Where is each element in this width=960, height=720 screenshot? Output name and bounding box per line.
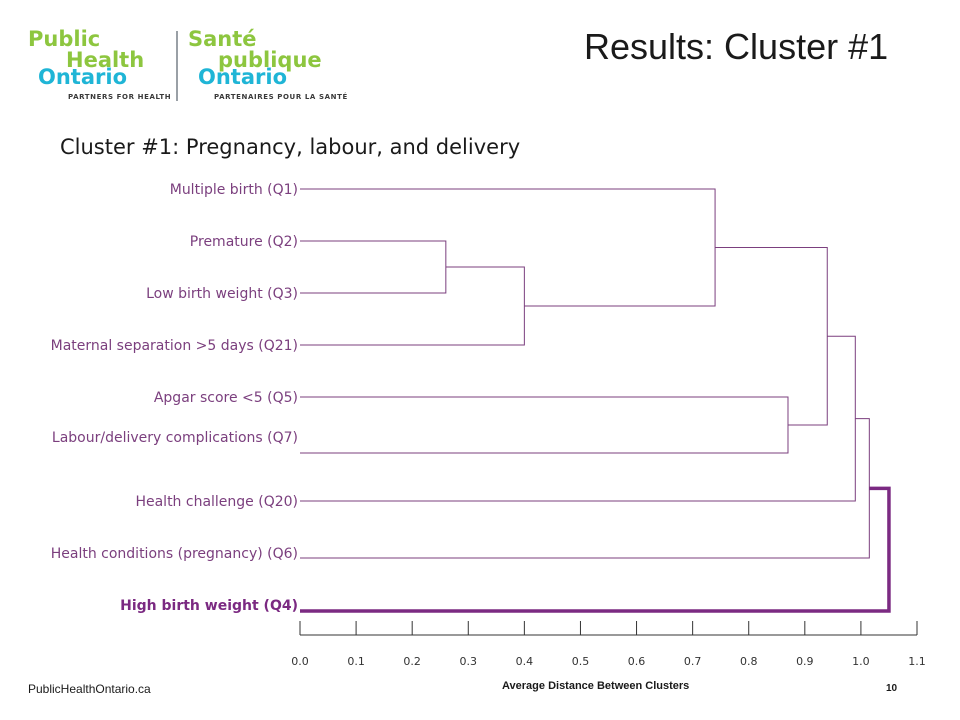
logo-text-en-1: Public	[28, 27, 101, 51]
link-group-q4	[300, 486, 891, 613]
link-group-q20	[300, 335, 856, 502]
logo-text-en-2: Health	[66, 48, 145, 72]
link-q2q3-q21	[300, 266, 525, 346]
leaf-label-q6: Health conditions (pregnancy) (Q6)	[50, 546, 298, 562]
axis-tick-label: 0.9	[796, 655, 814, 668]
link-group-q5q7	[715, 247, 828, 426]
dendrogram-links	[300, 188, 891, 613]
leaf-label-q7: Labour/delivery complications (Q7)	[51, 430, 298, 446]
page-title: Results: Cluster #1	[584, 26, 889, 67]
leaf-label-q21: Maternal separation >5 days (Q21)	[50, 338, 298, 354]
logo-text-fr-3: Ontario	[198, 65, 287, 89]
axis-tick-label: 0.4	[516, 655, 534, 668]
leaf-label-q3: Low birth weight (Q3)	[146, 286, 298, 302]
leaf-label-q4: High birth weight (Q4)	[120, 598, 298, 614]
cluster-subtitle: Cluster #1: Pregnancy, labour, and deliv…	[60, 135, 521, 159]
axis-tick-label: 0.0	[291, 655, 309, 668]
logo-text-fr-1: Santé	[188, 27, 257, 51]
axis-tick-label: 1.1	[908, 655, 926, 668]
leaf-label-q20: Health challenge (Q20)	[135, 494, 298, 510]
distance-axis: 0.0 0.1 0.2 0.3 0.4 0.5 0.6 0.7 0.8 0.9 1.0 1.1	[291, 621, 926, 668]
footer-url: PublicHealthOntario.ca	[28, 682, 151, 696]
leaf-label-q1: Multiple birth (Q1)	[169, 182, 298, 198]
axis-tick-label: 0.2	[403, 655, 421, 668]
axis-tick-label: 0.8	[740, 655, 758, 668]
axis-tick-label: 0.3	[460, 655, 478, 668]
axis-tick-label: 0.7	[684, 655, 702, 668]
axis-tick-label: 0.6	[628, 655, 646, 668]
link-q5-q7	[300, 396, 789, 454]
leaf-label-q5: Apgar score <5 (Q5)	[153, 390, 298, 406]
logo-divider	[176, 31, 178, 101]
logo-tagline-fr: PARTENAIRES POUR LA SANTÉ	[214, 93, 348, 101]
link-q2-q3	[300, 240, 447, 294]
leaf-label-q2: Premature (Q2)	[189, 234, 298, 250]
logo-tagline-en: PARTNERS FOR HEALTH	[68, 93, 172, 101]
logo-text-en-3: Ontario	[38, 65, 127, 89]
axis-tick-label: 0.5	[572, 655, 590, 668]
link-q1-group	[300, 188, 716, 307]
axis-title: Average Distance Between Clusters	[502, 680, 690, 692]
link-group-q6	[300, 418, 870, 559]
axis-tick-label: 0.1	[347, 655, 365, 668]
axis-tick-label: 1.0	[852, 655, 870, 668]
logo-text-fr-2: publique	[218, 48, 322, 72]
page-number: 10	[886, 683, 898, 694]
